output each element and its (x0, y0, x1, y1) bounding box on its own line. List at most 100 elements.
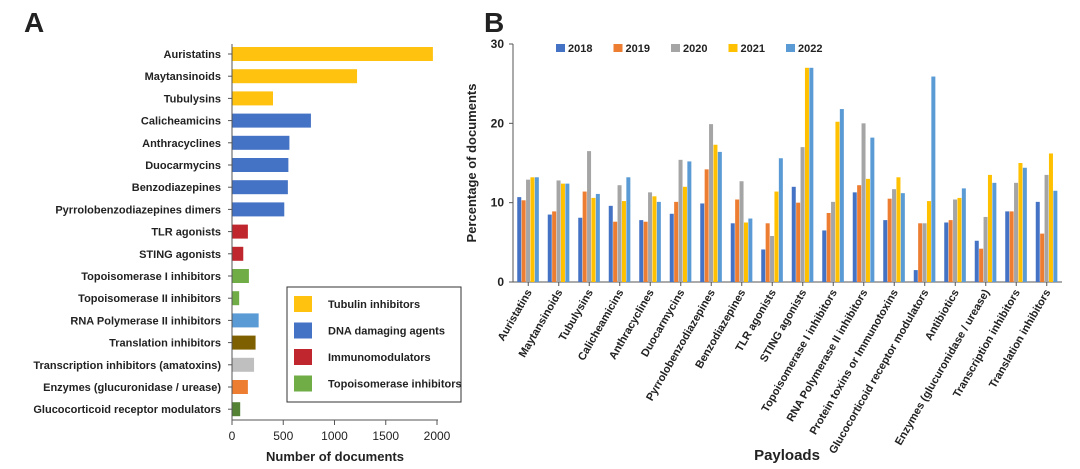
bar-rna-polymerase-ii-inhibitors (232, 313, 259, 328)
bar-2018-maytansinoids (547, 214, 552, 282)
bar-2022-tubulysins (595, 193, 600, 282)
legend-swatch (294, 296, 312, 312)
bar-2018-anthracyclines (639, 220, 644, 282)
bar-2019-glucocorticoid-receptor-modulators (918, 223, 923, 282)
panel-a-x-ticks: 0 500 1000 1500 2000 (229, 420, 451, 443)
bar-tubulysins (232, 91, 273, 106)
x-tick-label: 1000 (321, 429, 348, 443)
bar-duocarmycins (232, 158, 289, 172)
category-label: Topoisomerase II inhibitors (78, 293, 221, 305)
bar-2019-tubulysins (582, 191, 587, 282)
legend-label: Topoisomerase inhibitors (328, 379, 462, 391)
legend-label: 2021 (741, 43, 765, 55)
bar-2022-antibiotics (961, 188, 966, 282)
bar-2021-maytansinoids (560, 183, 565, 282)
bar-2018-pyrrolobenzodiazepines (700, 203, 705, 282)
bar-2019-protein-toxins-or-immunotoxins (887, 198, 892, 282)
bar-2020-protein-toxins-or-immunotoxins (892, 189, 897, 282)
bar-2019-benzodiazepines (735, 199, 740, 282)
bar-2022-duocarmycins (687, 161, 692, 282)
category-label: RNA Polymerase II inhibitors (70, 315, 221, 327)
bar-glucocorticoid-receptor-modulators (232, 402, 241, 417)
bar-2021-glucocorticoid-receptor-modulators (926, 201, 931, 282)
category-label: Transcription inhibitors (amatoxins) (33, 360, 221, 372)
bar-2022-maytansinoids (565, 183, 570, 282)
category-label: Glucocorticoid receptor modulators (33, 404, 221, 416)
legend-label: 2022 (798, 43, 822, 55)
panel-b-chart: 0 10 20 30 AuristatinsMaytansinoidsTubulysi… (464, 37, 1062, 464)
bar-2022-tlr-agonists (778, 158, 783, 282)
panel-b-x-axis-title: Payloads (754, 447, 820, 464)
bar-2022-auristatins (534, 177, 539, 282)
legend-swatch (556, 44, 565, 52)
bar-2018-tlr-agonists (761, 249, 766, 282)
bar-2021-protein-toxins-or-immunotoxins (896, 177, 901, 282)
bar-2022-glucocorticoid-receptor-modulators (931, 76, 936, 282)
panel-b-legend: 2018 2019 2020 2021 2022 (556, 43, 822, 55)
bar-2020-glucocorticoid-receptor-modulators (922, 223, 927, 282)
bar-tlr-agonists (232, 224, 248, 239)
bar-2019-maytansinoids (552, 211, 557, 282)
bar-2022-rna-polymerase-ii-inhibitors (870, 137, 875, 282)
legend-swatch (294, 322, 312, 339)
legend-swatch (294, 349, 312, 365)
bar-2020-antibiotics (953, 199, 958, 282)
y-tick-label: 20 (491, 116, 505, 130)
bar-2021-tubulysins (591, 197, 596, 282)
bar-2018-calicheamicins (608, 205, 613, 282)
bar-2020-transcription-inhibitors (1014, 182, 1019, 282)
bar-2020-maytansinoids (556, 180, 561, 282)
bar-2021-duocarmycins (682, 186, 687, 282)
bar-2022-pyrrolobenzodiazepines (717, 151, 722, 282)
bar-calicheamicins (232, 113, 311, 128)
bar-2021-anthracyclines (652, 196, 657, 282)
bar-2018-rna-polymerase-ii-inhibitors (852, 192, 857, 282)
bar-transcription-inhibitors-amatoxins- (232, 357, 255, 372)
bar-2021-benzodiazepines (743, 222, 748, 282)
bar-2020-tlr-agonists (770, 235, 775, 282)
category-label: TLR agonists (151, 227, 221, 239)
bar-2019-antibiotics (948, 220, 953, 282)
legend-label: Immunomodulators (328, 352, 431, 364)
bar-2018-transcription-inhibitors (1005, 211, 1010, 282)
bar-2021-enzymes-glucuronidase-urease- (987, 174, 992, 282)
bar-2020-sting-agonists (800, 147, 805, 282)
panel-b-category-labels: AuristatinsMaytansinoidsTubulysinsCalich… (496, 282, 1053, 456)
bar-2019-topoisomerase-i-inhibitors (826, 212, 831, 282)
panel-a-label: A (24, 7, 44, 38)
bar-2019-auristatins (521, 200, 526, 282)
bar-2020-anthracyclines (648, 192, 653, 282)
bar-sting-agonists (232, 246, 244, 261)
bar-2022-topoisomerase-i-inhibitors (839, 109, 844, 282)
bar-2021-tlr-agonists (774, 191, 779, 282)
bar-2021-translation-inhibitors (1048, 153, 1053, 282)
bar-2019-pyrrolobenzodiazepines (704, 169, 709, 282)
bar-2021-pyrrolobenzodiazepines (713, 144, 718, 282)
bar-2018-benzodiazepines (730, 223, 735, 282)
category-label: Auristatins (164, 49, 221, 61)
category-label: Anthracyclines (142, 138, 221, 150)
bar-auristatins (232, 47, 433, 61)
bar-2022-translation-inhibitors (1053, 190, 1058, 282)
x-tick-label: 500 (273, 429, 293, 443)
panel-a-bars (232, 47, 433, 417)
bar-2018-auristatins (517, 197, 522, 282)
bar-benzodiazepines (232, 180, 288, 195)
bar-2018-duocarmycins (669, 213, 674, 282)
panel-b-y-axis-title: Percentage of documents (464, 84, 479, 243)
panel-a-legend: Tubulin inhibitors DNA damaging agents Imm… (286, 286, 462, 403)
panel-a-category-labels: Auristatins Maytansinoids Tubulysins Calich… (33, 49, 232, 416)
bar-2020-translation-inhibitors (1044, 174, 1049, 282)
bar-2022-protein-toxins-or-immunotoxins (900, 193, 905, 282)
bar-2019-sting-agonists (796, 202, 801, 282)
panel-b-y-ticks: 0 10 20 30 (491, 37, 513, 289)
bar-topoisomerase-ii-inhibitors (232, 291, 240, 306)
legend-label: 2020 (683, 43, 707, 55)
panel-a-chart: Auristatins Maytansinoids Tubulysins Calich… (33, 44, 462, 464)
bar-2019-duocarmycins (674, 201, 679, 282)
bar-2022-sting-agonists (809, 67, 814, 282)
legend-label: DNA damaging agents (328, 326, 445, 338)
legend-label: Tubulin inhibitors (328, 299, 420, 311)
category-label: Topoisomerase I inhibitors (81, 271, 221, 283)
